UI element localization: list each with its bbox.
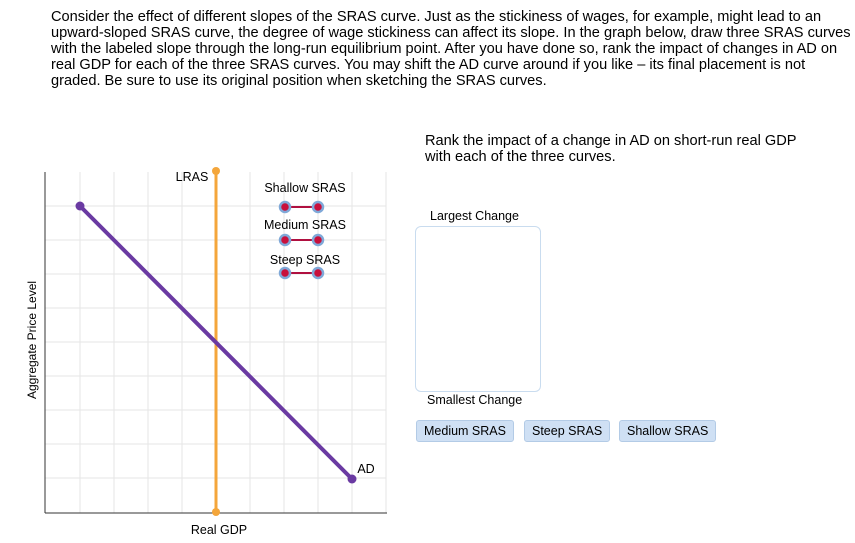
y-axis-label: Aggregate Price Level (25, 281, 39, 399)
lras-point[interactable] (212, 508, 220, 516)
instructions: Consider the effect of different slopes … (51, 9, 851, 89)
lras-label: LRAS (176, 170, 209, 184)
lras-point[interactable] (212, 167, 220, 175)
ranking-prompt: Rank the impact of a change in AD on sho… (425, 133, 797, 165)
tool-label: Steep SRAS (270, 253, 340, 267)
ranking-box[interactable] (415, 226, 541, 392)
tool-icon[interactable] (311, 233, 325, 247)
bottom-label: Smallest Change (427, 393, 523, 407)
rank-item[interactable]: Shallow SRAS (619, 420, 717, 442)
tool-label: Medium SRAS (264, 218, 346, 232)
rank-item[interactable]: Steep SRAS (524, 420, 611, 442)
tool-icon[interactable] (278, 266, 292, 280)
ad-point[interactable] (347, 474, 357, 484)
tool-icon[interactable] (278, 233, 292, 247)
tool-icon[interactable] (311, 266, 325, 280)
top-label: Largest Change (430, 209, 519, 223)
x-axis-label: Real GDP (191, 523, 247, 537)
tool-icon[interactable] (278, 200, 292, 214)
ad-point[interactable] (75, 201, 85, 211)
tool-label: Shallow SRAS (264, 181, 345, 195)
ad-line[interactable] (78, 204, 354, 481)
tool-palette: Shallow SRAS Medium SRAS Steep SRAS (264, 181, 346, 280)
rank-item[interactable]: Medium SRAS (416, 420, 514, 442)
tool-icon[interactable] (311, 200, 325, 214)
graph: Aggregate Price Level Real GDP LRAS AD S… (25, 167, 387, 537)
ad-label: AD (357, 462, 374, 476)
